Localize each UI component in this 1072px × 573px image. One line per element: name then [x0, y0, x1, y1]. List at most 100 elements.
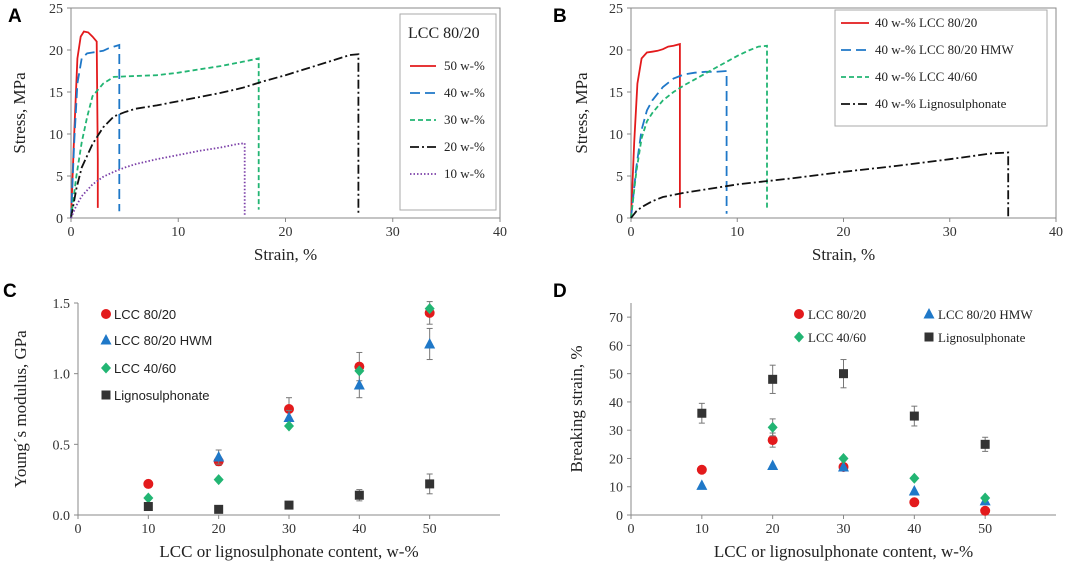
data-point [283, 411, 295, 422]
series-line-2 [630, 70, 728, 219]
legend-label: LCC 80/20 HWM [114, 333, 212, 348]
y-tick-label: 40 [609, 396, 623, 411]
x-tick-label: 10 [730, 225, 744, 240]
legend-label: 20 w-% [444, 139, 485, 154]
y-tick-label: 15 [609, 86, 623, 101]
series-line-2 [70, 43, 121, 219]
data-point [838, 452, 849, 464]
legend-marker [101, 390, 111, 400]
legend-label: LCC 80/20 [808, 307, 866, 322]
panel-letter-b: B [553, 6, 567, 27]
series-line-1 [630, 42, 681, 219]
data-point [424, 303, 435, 315]
x-axis-label: Strain, % [254, 245, 317, 264]
x-tick-label: 40 [1049, 225, 1063, 240]
y-tick-label: 10 [609, 481, 623, 496]
x-axis-label: Strain, % [812, 245, 875, 264]
legend-marker [794, 309, 804, 319]
x-tick-label: 10 [695, 522, 709, 537]
data-point [909, 472, 920, 484]
x-tick-label: 20 [837, 225, 851, 240]
legend-marker [100, 334, 112, 345]
x-tick-label: 30 [386, 225, 400, 240]
y-axis-label: Stress, MPa [572, 72, 591, 154]
data-point [980, 439, 990, 449]
x-tick-label: 40 [493, 225, 507, 240]
series-line-4 [70, 53, 360, 219]
data-point [284, 420, 294, 432]
data-point [980, 492, 991, 504]
data-point [424, 337, 436, 349]
legend-box [834, 9, 1048, 127]
legend-label: Lignosulphonate [114, 388, 209, 403]
x-tick-label: 20 [212, 522, 226, 537]
y-tick-label: 0.0 [53, 509, 71, 524]
data-point [143, 478, 154, 489]
y-tick-label: 5 [56, 170, 63, 185]
data-point [980, 505, 991, 516]
y-axis-label: Breaking strain, % [567, 346, 586, 473]
data-point [214, 504, 224, 514]
legend-label: LCC 40/60 [808, 330, 866, 345]
legend-marker [101, 362, 111, 374]
series-line-1 [70, 30, 99, 219]
y-tick-label: 70 [609, 311, 623, 326]
y-tick-label: 0 [616, 509, 623, 524]
y-tick-label: 30 [609, 424, 623, 439]
data-point [354, 365, 365, 377]
x-tick-label: 0 [75, 522, 82, 537]
data-point [284, 404, 294, 414]
legend-marker [794, 331, 804, 343]
legend-label: LCC 80/20 HMW [938, 307, 1033, 322]
data-point [143, 502, 153, 512]
x-tick-label: 0 [68, 225, 75, 240]
legend-box [399, 13, 497, 211]
y-tick-label: 10 [609, 128, 623, 143]
y-tick-label: 50 [609, 368, 623, 383]
data-point [909, 497, 920, 508]
panel-letter-c: C [3, 281, 17, 302]
panel-b-stress-strain: 0 10 20 30 40 0 5 10 15 20 25 Strain, % Stress, MPa 4… [572, 2, 1063, 264]
x-tick-label: 20 [279, 225, 293, 240]
legend-marker [923, 308, 935, 319]
legend-label: LCC 40/60 [114, 361, 176, 376]
data-point [425, 479, 435, 489]
legend-label: LCC 80/20 [114, 307, 176, 322]
data-point [767, 421, 778, 433]
series-line-3 [630, 44, 768, 219]
data-point [908, 484, 920, 496]
x-tick-label: 50 [978, 522, 992, 537]
y-tick-label: 10 [49, 128, 63, 143]
legend-label: 30 w-% [444, 112, 485, 127]
y-tick-label: 25 [609, 2, 623, 17]
panel-d-breaking-strain: 0 10 20 30 40 50 0 10 20 30 40 50 60 70 LCC or lignosu… [567, 303, 1056, 561]
legend-label: 50 w-% [444, 58, 485, 73]
series-line-3 [70, 57, 260, 219]
y-tick-label: 0 [616, 212, 623, 227]
x-tick-label: 40 [352, 522, 366, 537]
x-tick-label: 10 [141, 522, 155, 537]
x-tick-label: 20 [766, 522, 780, 537]
data-point [284, 500, 294, 510]
y-tick-label: 20 [49, 44, 63, 59]
data-point [768, 374, 778, 384]
y-tick-label: 60 [609, 339, 623, 354]
x-tick-label: 40 [907, 522, 921, 537]
data-point [839, 369, 848, 379]
x-axis-label: LCC or lignosulphonate content, w-% [714, 542, 973, 561]
y-tick-label: 1.0 [53, 368, 71, 383]
legend-label: 40 w-% [444, 85, 485, 100]
data-point [767, 435, 778, 446]
y-tick-label: 0.5 [53, 438, 71, 453]
data-point [909, 411, 919, 421]
legend-marker [924, 332, 934, 342]
data-point [697, 408, 707, 418]
x-tick-label: 50 [423, 522, 437, 537]
legend-label: 40 w-% Lignosulphonate [875, 96, 1007, 111]
y-tick-label: 20 [609, 452, 623, 467]
legend-label: Lignosulphonate [938, 330, 1026, 345]
y-tick-label: 15 [49, 86, 63, 101]
series-line-5 [70, 142, 246, 219]
y-tick-label: 5 [616, 170, 623, 185]
